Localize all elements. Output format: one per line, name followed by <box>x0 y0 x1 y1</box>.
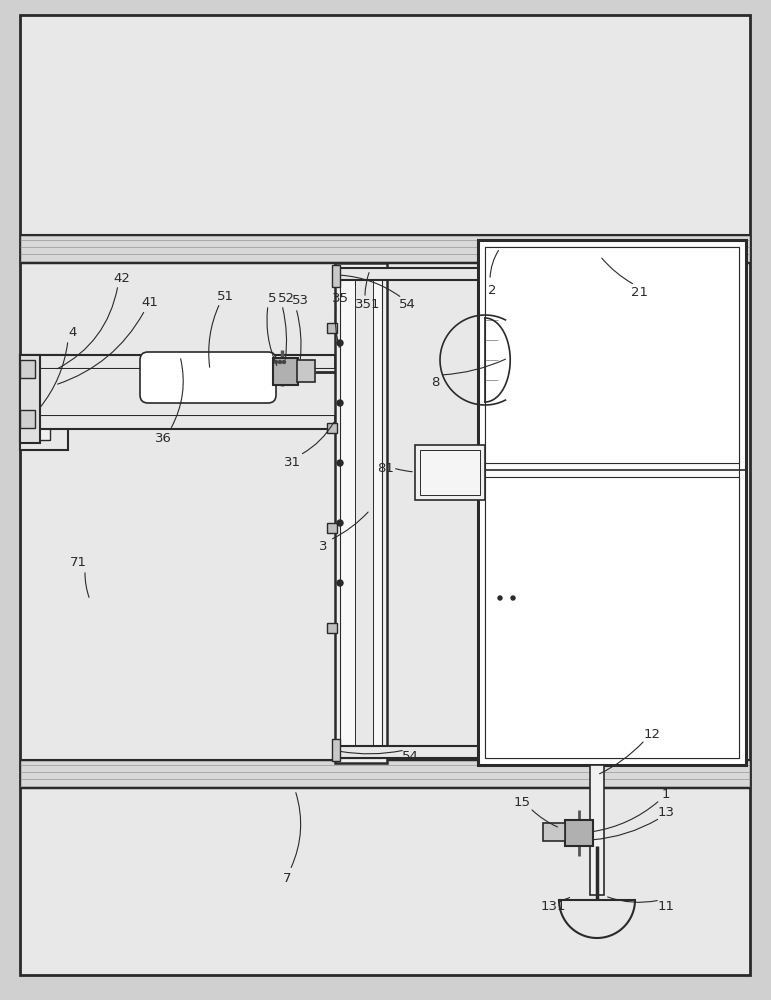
Text: 3: 3 <box>318 540 327 554</box>
Bar <box>20 360 35 378</box>
Bar <box>20 405 55 425</box>
Text: 52: 52 <box>278 292 295 304</box>
Bar <box>340 746 505 758</box>
Text: 5: 5 <box>268 292 276 304</box>
Text: 81: 81 <box>378 462 395 475</box>
Bar <box>20 365 55 385</box>
Bar <box>340 268 382 758</box>
Bar <box>332 739 340 761</box>
Bar <box>297 360 315 382</box>
Text: 54: 54 <box>399 298 416 312</box>
Bar <box>485 247 739 463</box>
Bar <box>327 523 337 533</box>
Text: 21: 21 <box>631 286 648 298</box>
Bar <box>20 369 335 415</box>
Bar <box>567 822 575 830</box>
Text: 51: 51 <box>217 290 234 302</box>
Bar <box>327 323 337 333</box>
Text: 15: 15 <box>513 796 530 808</box>
Bar <box>415 445 485 500</box>
Bar <box>38 358 50 440</box>
Text: 41: 41 <box>142 296 158 310</box>
Text: 11: 11 <box>658 900 675 914</box>
Bar <box>20 355 335 369</box>
Bar <box>485 247 739 758</box>
Text: 13: 13 <box>658 806 675 818</box>
Bar <box>20 415 335 429</box>
Bar <box>20 235 750 263</box>
Bar <box>327 623 337 633</box>
Text: 71: 71 <box>69 556 86 568</box>
FancyBboxPatch shape <box>140 352 276 403</box>
Bar <box>590 765 604 895</box>
Text: 54: 54 <box>402 750 419 764</box>
Text: 8: 8 <box>431 375 439 388</box>
Text: 2: 2 <box>488 284 497 296</box>
Bar <box>340 268 505 280</box>
Text: 1: 1 <box>662 788 670 800</box>
Text: 131: 131 <box>540 900 566 914</box>
Text: 4: 4 <box>69 326 77 338</box>
Text: 31: 31 <box>284 456 301 468</box>
Text: 351: 351 <box>355 298 381 312</box>
Bar <box>355 273 373 753</box>
Bar <box>565 820 593 846</box>
Circle shape <box>337 460 343 466</box>
Circle shape <box>274 360 278 363</box>
Bar <box>20 410 35 428</box>
Bar <box>420 450 480 495</box>
Circle shape <box>511 596 515 600</box>
Text: 42: 42 <box>113 271 130 284</box>
Circle shape <box>282 360 285 363</box>
Bar <box>273 358 298 385</box>
Bar <box>543 823 565 841</box>
Bar <box>332 265 340 287</box>
Text: 36: 36 <box>154 432 171 444</box>
Bar <box>20 760 750 788</box>
Circle shape <box>337 520 343 526</box>
Bar <box>478 240 746 765</box>
Bar <box>485 477 739 758</box>
Text: 53: 53 <box>291 294 308 308</box>
Circle shape <box>278 360 281 363</box>
Circle shape <box>337 580 343 586</box>
Text: 12: 12 <box>644 728 661 740</box>
Text: 35: 35 <box>332 292 348 304</box>
Circle shape <box>498 596 502 600</box>
Bar <box>20 355 68 450</box>
Bar <box>20 355 40 443</box>
Circle shape <box>337 400 343 406</box>
Bar <box>327 423 337 433</box>
Bar <box>335 263 387 763</box>
Text: 7: 7 <box>283 871 291 884</box>
Circle shape <box>337 340 343 346</box>
